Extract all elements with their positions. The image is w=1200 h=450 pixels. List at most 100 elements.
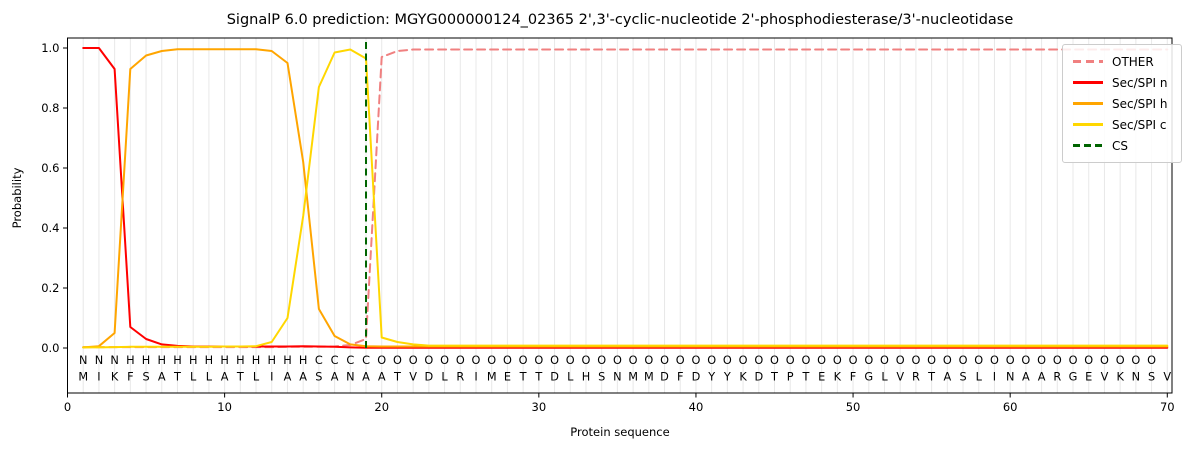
sequence-letter: N <box>1132 371 1140 384</box>
sequence-letter: E <box>818 371 825 384</box>
sequence-letter: K <box>111 371 119 384</box>
x-tick-label: 50 <box>846 400 861 414</box>
sequence-letter: A <box>221 371 229 384</box>
region-label-letter: O <box>393 354 402 367</box>
region-label-letter: H <box>189 354 198 367</box>
sequence-letter: M <box>628 371 638 384</box>
region-label-letter: C <box>331 354 339 367</box>
region-label-letter: O <box>534 354 543 367</box>
sequence-letter: I <box>270 371 273 384</box>
sequence-letter: R <box>456 371 464 384</box>
region-label-letter: O <box>582 354 591 367</box>
sequence-letter: E <box>504 371 511 384</box>
region-label-letter: O <box>597 354 606 367</box>
sequence-letter: S <box>1148 371 1155 384</box>
region-label-letter: O <box>676 354 685 367</box>
region-label-letter: O <box>691 354 700 367</box>
region-label-letter: O <box>1006 354 1015 367</box>
region-label-letter: N <box>79 354 87 367</box>
sequence-letter: A <box>943 371 951 384</box>
region-label-letter: H <box>158 354 167 367</box>
region-label-letter: H <box>205 354 214 367</box>
sequence-letter: A <box>331 371 339 384</box>
plot-border <box>67 37 1173 394</box>
sequence-letter: D <box>754 371 763 384</box>
legend-item-other: OTHER <box>1073 51 1167 72</box>
region-label-letter: H <box>252 354 261 367</box>
region-label-letter: O <box>927 354 936 367</box>
x-tick-label: 40 <box>689 400 704 414</box>
sequence-letter: A <box>158 371 166 384</box>
region-label-letter: H <box>220 354 229 367</box>
x-tick-label: 0 <box>64 400 71 414</box>
y-tick-label: 0.8 <box>41 101 59 115</box>
y-tick-label: 0.0 <box>41 341 59 355</box>
region-label-letter: O <box>959 354 968 367</box>
region-label-letter: N <box>95 354 103 367</box>
sequence-letter: S <box>598 371 605 384</box>
region-label-letter: H <box>173 354 182 367</box>
sequence-letter: T <box>927 371 935 384</box>
sequence-letter: V <box>1101 371 1109 384</box>
sequence-letter: T <box>519 371 527 384</box>
sequence-letter: V <box>409 371 417 384</box>
region-label-letter: O <box>911 354 920 367</box>
sequence-letter: V <box>896 371 904 384</box>
region-label-letter: H <box>283 354 292 367</box>
x-tick-label: 10 <box>217 400 232 414</box>
sequence-letter: V <box>1163 371 1171 384</box>
sequence-letter: D <box>550 371 559 384</box>
sequence-letter: I <box>993 371 996 384</box>
sequence-letter: F <box>677 371 684 384</box>
legend-item-sec-spi-n: Sec/SPI n <box>1073 72 1167 93</box>
legend-swatch-cs-dashed-line <box>1073 144 1103 147</box>
sequence-letter: P <box>787 371 794 384</box>
region-label-letter: N <box>110 354 118 367</box>
region-label-letter: O <box>550 354 559 367</box>
region-label-letter: O <box>660 354 669 367</box>
region-label-letter: O <box>644 354 653 367</box>
x-tick-label: 70 <box>1160 400 1175 414</box>
sequence-letter: A <box>284 371 292 384</box>
sequence-letter: A <box>378 371 386 384</box>
region-label-letter: O <box>739 354 748 367</box>
sequence-letter: N <box>1006 371 1014 384</box>
series-n-line <box>82 47 1169 349</box>
sequence-letter: K <box>834 371 842 384</box>
region-label-letter: O <box>456 354 465 367</box>
legend-label-sec-spi-h: Sec/SPI h <box>1112 96 1168 111</box>
region-label-letter: O <box>880 354 889 367</box>
region-label-letter: O <box>990 354 999 367</box>
sequence-letter: D <box>692 371 701 384</box>
x-tick-label: 20 <box>374 400 389 414</box>
region-label-letter: O <box>864 354 873 367</box>
series-h-line <box>82 48 1169 349</box>
region-label-letter: O <box>1147 354 1156 367</box>
region-label-letter: O <box>707 354 716 367</box>
region-label-letter: O <box>723 354 732 367</box>
x-tick-label: 60 <box>1003 400 1018 414</box>
series-other-line <box>82 48 1169 349</box>
sequence-letter: L <box>253 371 260 384</box>
sequence-letter: E <box>1085 371 1092 384</box>
legend-item-sec-spi-h: Sec/SPI h <box>1073 93 1167 114</box>
region-label-letter: O <box>786 354 795 367</box>
region-label-letter: O <box>1021 354 1030 367</box>
region-label-letter: H <box>267 354 276 367</box>
sequence-letter: L <box>567 371 574 384</box>
sequence-letter: D <box>660 371 669 384</box>
sequence-letter: F <box>850 371 857 384</box>
region-label-letter: O <box>896 354 905 367</box>
region-label-letter: O <box>613 354 622 367</box>
region-label-letter: O <box>566 354 575 367</box>
series-c-line <box>82 48 1169 349</box>
region-label-letter: O <box>974 354 983 367</box>
region-label-letter: O <box>629 354 638 367</box>
y-tick-label: 0.4 <box>41 221 59 235</box>
sequence-letter: A <box>299 371 307 384</box>
region-label-letter: O <box>770 354 779 367</box>
sequence-letter: R <box>1053 371 1061 384</box>
sequence-letter: N <box>346 371 354 384</box>
